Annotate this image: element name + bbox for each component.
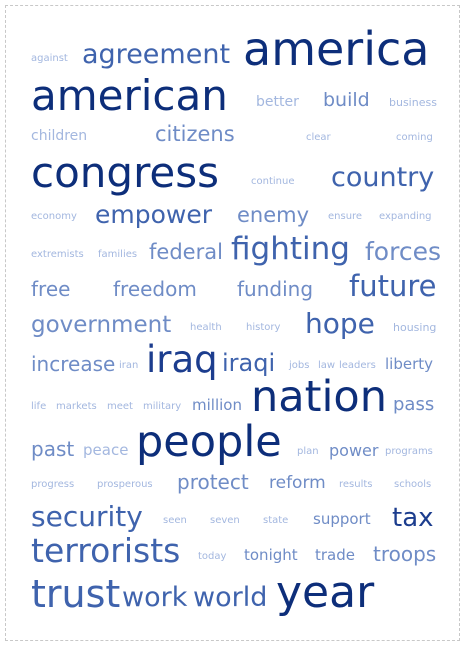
word-jobs[interactable]: jobs	[289, 360, 310, 372]
word-state[interactable]: state	[263, 515, 289, 527]
word-continue[interactable]: continue	[251, 176, 295, 188]
word-terrorists[interactable]: terrorists	[31, 531, 181, 571]
word-extremists[interactable]: extremists	[31, 249, 84, 261]
word-cloud-frame	[5, 5, 460, 641]
word-past[interactable]: past	[31, 437, 75, 462]
word-health[interactable]: health	[190, 322, 222, 334]
word-expanding[interactable]: expanding	[379, 211, 432, 223]
word-leaders[interactable]: leaders	[339, 360, 376, 372]
word-liberty[interactable]: liberty	[385, 355, 434, 374]
word-business[interactable]: business	[389, 96, 437, 110]
word-life[interactable]: life	[31, 401, 47, 413]
word-plan[interactable]: plan	[297, 446, 319, 458]
word-seven[interactable]: seven	[210, 515, 240, 527]
word-security[interactable]: security	[31, 500, 143, 534]
word-ensure[interactable]: ensure	[328, 211, 363, 223]
word-iraq[interactable]: iraq	[146, 338, 218, 382]
word-against[interactable]: against	[31, 53, 68, 65]
word-peace[interactable]: peace	[83, 441, 129, 460]
word-power[interactable]: power	[329, 440, 379, 460]
word-government[interactable]: government	[31, 312, 172, 339]
word-coming[interactable]: coming	[396, 132, 433, 144]
word-families[interactable]: families	[98, 249, 138, 261]
word-housing[interactable]: housing	[393, 321, 437, 335]
word-results[interactable]: results	[339, 479, 373, 491]
word-nation[interactable]: nation	[251, 372, 387, 423]
word-tonight[interactable]: tonight	[244, 546, 298, 565]
word-country[interactable]: country	[331, 161, 435, 193]
word-world[interactable]: world	[193, 581, 268, 613]
word-children[interactable]: children	[31, 128, 88, 145]
word-year[interactable]: year	[276, 566, 375, 618]
word-military[interactable]: military	[143, 401, 182, 413]
word-enemy[interactable]: enemy	[237, 202, 310, 227]
word-tax[interactable]: tax	[392, 502, 434, 533]
word-reform[interactable]: reform	[269, 472, 326, 493]
word-federal[interactable]: federal	[149, 239, 223, 264]
word-people[interactable]: people	[136, 417, 282, 468]
word-law[interactable]: law	[318, 360, 336, 372]
word-build[interactable]: build	[323, 89, 370, 112]
word-markets[interactable]: markets	[56, 401, 97, 413]
word-meet[interactable]: meet	[107, 401, 133, 413]
word-forces[interactable]: forces	[365, 236, 441, 266]
word-free[interactable]: free	[31, 277, 71, 302]
word-funding[interactable]: funding	[237, 277, 314, 302]
word-million[interactable]: million	[192, 396, 242, 415]
word-increase[interactable]: increase	[31, 352, 116, 377]
word-schools[interactable]: schools	[394, 479, 432, 491]
word-seen[interactable]: seen	[163, 515, 187, 527]
word-programs[interactable]: programs	[385, 446, 433, 458]
word-iran[interactable]: iran	[119, 360, 139, 372]
word-economy[interactable]: economy	[31, 211, 77, 223]
word-trust[interactable]: trust	[31, 572, 121, 617]
word-iraqi[interactable]: iraqi	[222, 349, 276, 378]
word-better[interactable]: better	[256, 94, 299, 111]
word-freedom[interactable]: freedom	[113, 277, 197, 302]
word-agreement[interactable]: agreement	[82, 38, 231, 70]
word-support[interactable]: support	[313, 510, 371, 529]
word-congress[interactable]: congress	[31, 148, 220, 198]
word-fighting[interactable]: fighting	[231, 230, 350, 267]
word-history[interactable]: history	[246, 322, 281, 334]
word-future[interactable]: future	[349, 269, 437, 304]
word-progress[interactable]: progress	[31, 479, 75, 491]
word-prosperous[interactable]: prosperous	[97, 479, 153, 491]
word-citizens[interactable]: citizens	[155, 121, 235, 146]
word-today[interactable]: today	[198, 551, 227, 563]
word-america[interactable]: america	[243, 22, 430, 77]
word-troops[interactable]: troops	[373, 542, 437, 567]
word-protect[interactable]: protect	[177, 470, 249, 495]
word-empower[interactable]: empower	[95, 199, 213, 229]
word-trade[interactable]: trade	[315, 546, 355, 565]
word-clear[interactable]: clear	[306, 132, 331, 144]
word-pass[interactable]: pass	[393, 393, 435, 415]
word-hope[interactable]: hope	[305, 307, 375, 341]
word-american[interactable]: american	[31, 71, 228, 121]
word-work[interactable]: work	[122, 581, 188, 613]
